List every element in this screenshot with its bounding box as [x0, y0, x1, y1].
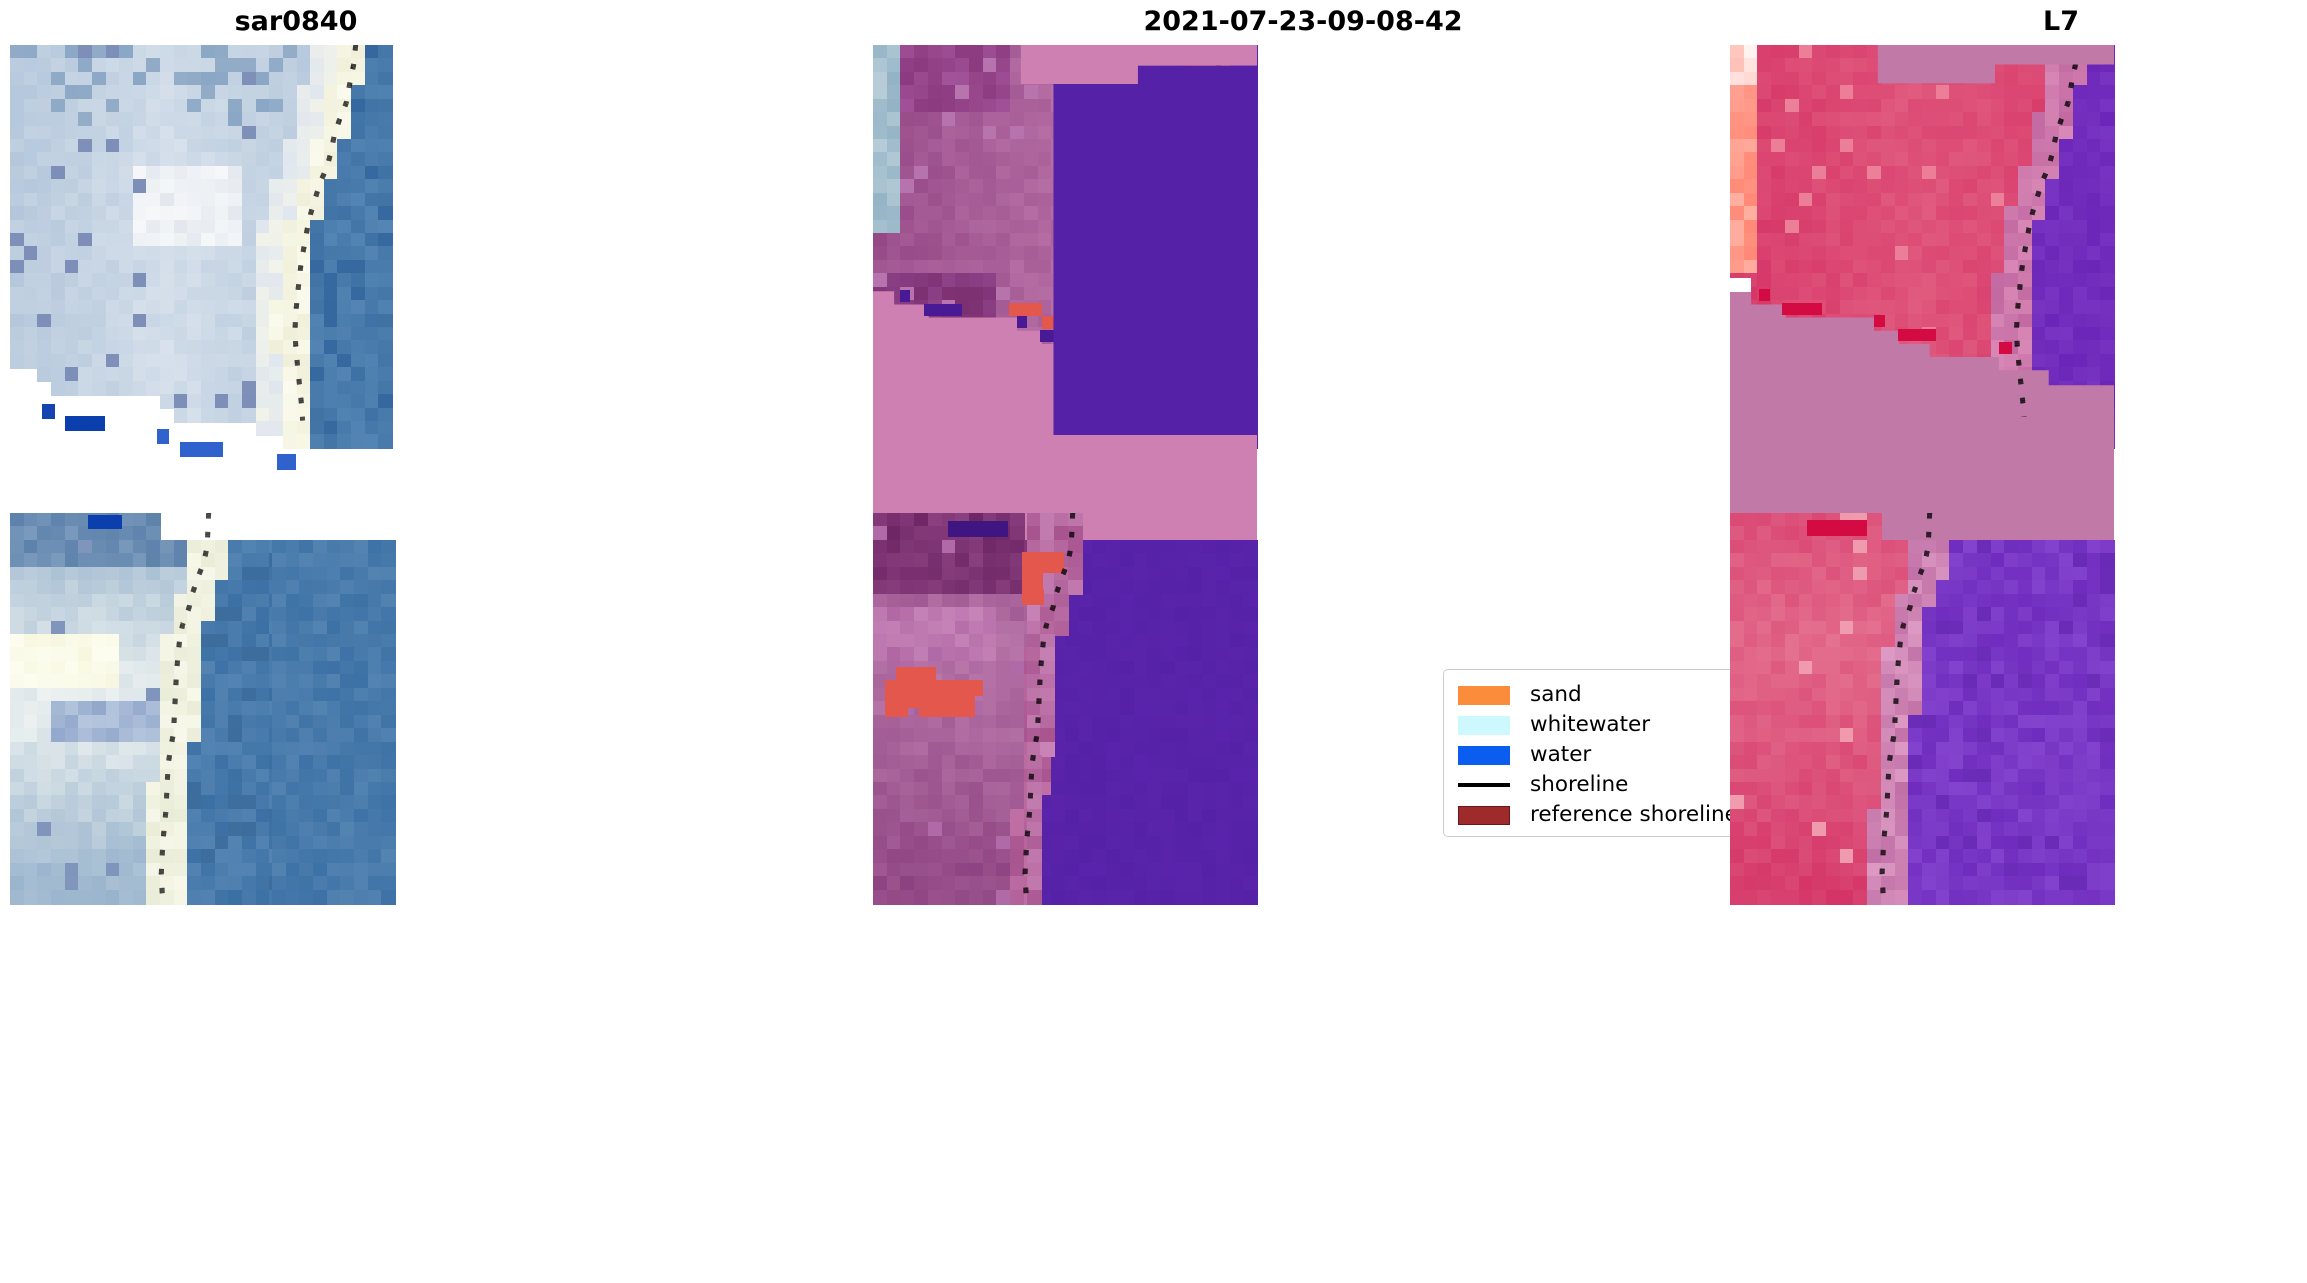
- legend-label-water: water: [1530, 742, 1592, 768]
- sar-rgb-image: [10, 45, 580, 1280]
- panel-title-date: 2021-07-23-09-08-42: [1143, 6, 1463, 37]
- l7-image: [1730, 45, 2297, 1280]
- l7-panel: [1730, 45, 2297, 1280]
- legend-item-shoreline: shoreline: [1458, 770, 1780, 800]
- shoreline-line-icon: [1458, 770, 1516, 800]
- panel-title-l7: L7: [2043, 6, 2079, 37]
- legend-item-water: water: [1458, 740, 1780, 770]
- legend-label-shoreline: shoreline: [1530, 772, 1629, 798]
- sar-rgb-panel: [10, 45, 580, 1280]
- legend-label-sand: sand: [1530, 682, 1582, 708]
- whitewater-swatch-icon: [1458, 710, 1516, 740]
- panel-title-sar: sar0840: [234, 6, 358, 37]
- sand-swatch-icon: [1458, 680, 1516, 710]
- legend-item-sand: sand: [1458, 680, 1780, 710]
- water-swatch-icon: [1458, 740, 1516, 770]
- classified-image: [873, 45, 1438, 1280]
- reference-buffer-swatch-icon: [1458, 800, 1516, 830]
- classified-panel: [873, 45, 1438, 1280]
- legend-label-whitewater: whitewater: [1530, 712, 1651, 738]
- legend-item-whitewater: whitewater: [1458, 710, 1780, 740]
